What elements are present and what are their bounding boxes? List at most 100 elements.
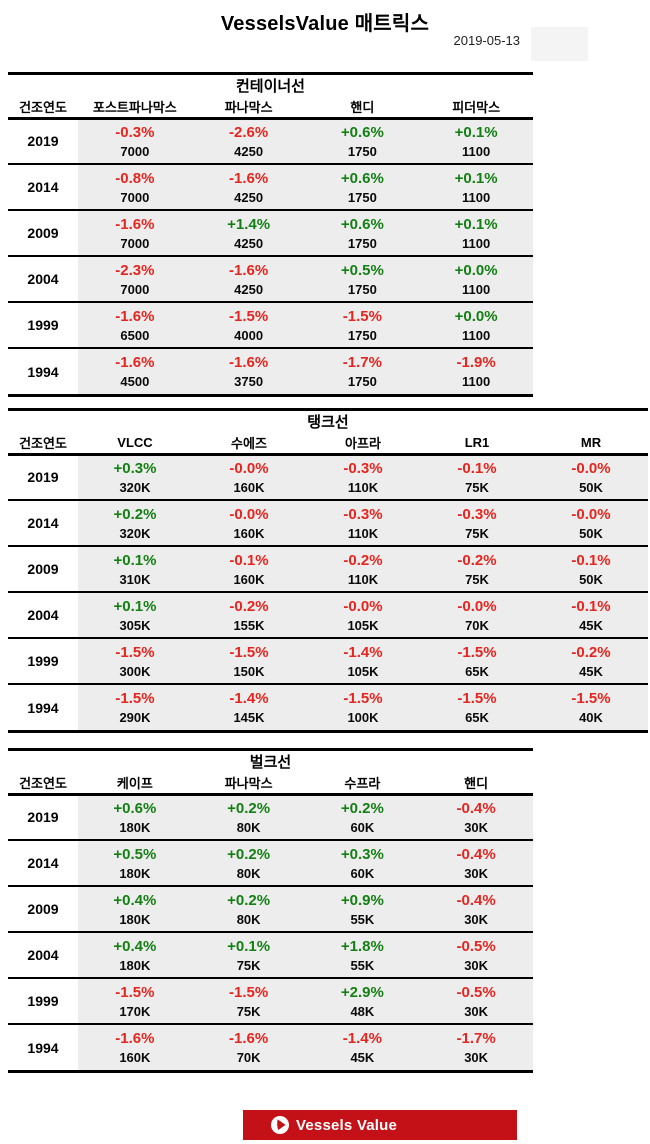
value-cell: +0.6% 1750 (305, 163, 420, 210)
value-label: 180K (119, 819, 151, 835)
year-cell: 2019 (8, 118, 78, 164)
table-row: 2009 +0.1% 310K -0.1% 160K -0.2% 110K -0.2% 75K -… (8, 545, 648, 592)
pct-change: +0.1% (113, 551, 157, 569)
value-label: 75K (465, 571, 489, 587)
value-label: 30K (464, 1003, 489, 1019)
year-cell: 2004 (8, 255, 78, 302)
table-header-row: 건조연도 포스트파나막스 파나막스 핸디 피더막스 (8, 97, 533, 120)
year-cell: 2004 (8, 591, 78, 638)
pct-change: -1.5% (115, 690, 155, 707)
value-label: 150K (233, 663, 265, 679)
year-cell: 1994 (8, 1023, 78, 1070)
year-cell: 2004 (8, 931, 78, 978)
table-row: 2014 +0.5% 180K +0.2% 80K +0.3% 60K -0.4% 30K (8, 839, 533, 886)
column-header: 수프라 (305, 773, 420, 796)
value-label: 30K (464, 911, 489, 927)
bulker-table: 벌크선 건조연도 케이프 파나막스 수프라 핸디 2019 +0.6% 180K +0.2% 8… (8, 748, 533, 1073)
value-label: 48K (350, 1003, 375, 1019)
pct-change: +0.6% (113, 799, 157, 817)
value-label: 310K (119, 571, 151, 587)
pct-change: -1.6% (115, 215, 155, 233)
value-label: 1100 (462, 143, 491, 159)
column-header: 파나막스 (191, 773, 306, 796)
value-label: 105K (347, 663, 379, 679)
pct-change: -1.5% (115, 643, 155, 661)
pct-change: -0.0% (229, 459, 269, 477)
value-label: 75K (236, 1003, 261, 1019)
value-cell: -0.2% 155K (192, 591, 306, 638)
pct-change: -1.7% (456, 1030, 496, 1047)
value-cell: -1.5% 300K (78, 637, 192, 684)
year-cell: 2019 (8, 454, 78, 500)
value-cell: -1.7% 30K (419, 1023, 533, 1070)
pct-change: +0.5% (340, 261, 384, 279)
value-label: 45K (350, 1050, 375, 1065)
pct-change: -0.3% (343, 505, 383, 523)
value-cell: -0.1% 50K (534, 545, 648, 592)
pct-change: -1.6% (115, 1030, 155, 1047)
page-title: VesselsValue 매트릭스 (220, 13, 430, 35)
value-cell: -0.4% 30K (419, 885, 533, 932)
table-row: 1994 -1.5% 290K -1.4% 145K -1.5% 100K -1.5% 65K -… (8, 683, 648, 730)
value-cell: +0.6% 1750 (305, 118, 420, 164)
value-label: 4000 (234, 327, 264, 343)
value-label: 160K (233, 525, 265, 541)
value-label: 105K (347, 617, 379, 633)
pct-change: +0.1% (113, 597, 157, 615)
value-cell: +0.5% 1750 (305, 255, 420, 302)
value-label: 4250 (234, 281, 264, 297)
value-label: 30K (464, 865, 489, 881)
vesselsvalue-logo-text: Vessels Value (296, 1116, 398, 1134)
pct-change: -1.5% (343, 690, 383, 707)
value-label: 80K (236, 911, 261, 927)
value-cell: -1.4% 45K (305, 1023, 420, 1070)
pct-change: -1.5% (115, 983, 155, 1001)
year-cell: 2009 (8, 545, 78, 592)
column-header: 케이프 (78, 773, 192, 796)
value-cell: +0.1% 75K (191, 931, 306, 978)
pct-change: +0.9% (340, 891, 384, 909)
value-cell: -0.5% 30K (419, 931, 533, 978)
pct-change: -2.6% (229, 123, 269, 141)
value-label: 300K (119, 663, 151, 679)
value-label: 100K (347, 710, 379, 725)
value-cell: +2.9% 48K (305, 977, 420, 1024)
value-label: 7000 (120, 235, 150, 251)
value-label: 1100 (462, 235, 491, 251)
pct-change: +0.4% (113, 937, 157, 955)
value-cell: -1.7% 1750 (305, 347, 420, 394)
value-cell: -1.5% 170K (78, 977, 192, 1024)
table-row: 2014 +0.2% 320K -0.0% 160K -0.3% 110K -0.3% 75K -… (8, 499, 648, 546)
table-title: 컨테이너선 (235, 78, 305, 95)
value-label: 70K (236, 1050, 261, 1065)
value-label: 80K (236, 819, 261, 835)
pct-change: +0.0% (454, 307, 498, 325)
column-header: 파나막스 (191, 97, 306, 120)
pct-change: +0.6% (340, 123, 384, 141)
year-cell: 2019 (8, 794, 78, 840)
value-cell: -0.0% 160K (192, 454, 306, 500)
value-cell: -0.1% 160K (192, 545, 306, 592)
pct-change: -0.1% (571, 551, 611, 569)
pct-change: -1.4% (229, 690, 269, 707)
value-label: 80K (236, 865, 261, 881)
pct-change: -0.0% (571, 459, 611, 477)
table-title: 벌크선 (249, 754, 292, 771)
value-cell: -0.1% 75K (420, 454, 534, 500)
value-label: 1750 (347, 143, 377, 159)
table-row: 1999 -1.5% 170K -1.5% 75K +2.9% 48K -0.5% 30K (8, 977, 533, 1024)
value-cell: +0.1% 1100 (419, 163, 533, 210)
value-label: 4250 (234, 235, 264, 251)
value-cell: -1.6% 6500 (78, 301, 192, 348)
value-label: 30K (464, 957, 489, 973)
value-label: 50K (579, 571, 603, 587)
value-cell: +0.0% 1100 (419, 301, 533, 348)
pct-change: -1.5% (457, 690, 497, 707)
pct-change: -1.5% (229, 643, 269, 661)
table-row: 2009 +0.4% 180K +0.2% 80K +0.9% 55K -0.4% 30K (8, 885, 533, 932)
value-label: 1750 (347, 327, 377, 343)
value-cell: -0.3% 75K (420, 499, 534, 546)
pct-change: -0.8% (115, 169, 155, 187)
pct-change: +0.1% (454, 169, 498, 187)
value-label: 4250 (234, 143, 264, 159)
